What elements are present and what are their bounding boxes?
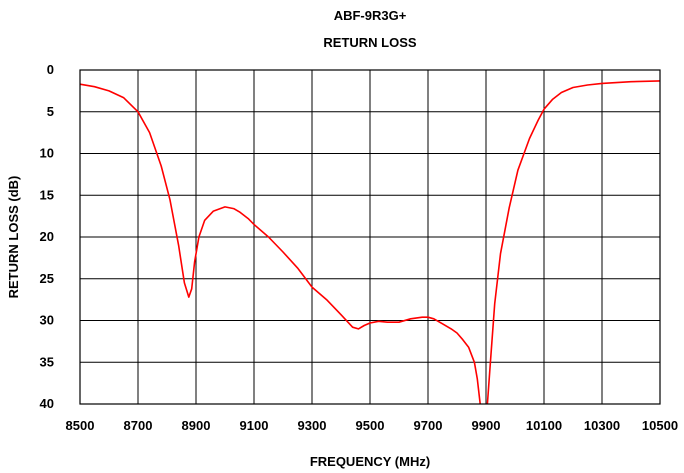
y-tick-label: 20: [40, 229, 54, 244]
y-tick-labels: 0 5 10 15 20 25 30 35 40: [40, 62, 54, 411]
x-tick-label: 8500: [66, 418, 95, 433]
y-tick-label: 25: [40, 271, 54, 286]
x-tick-label: 9500: [356, 418, 385, 433]
x-axis-label: FREQUENCY (MHz): [310, 454, 430, 469]
x-tick-label: 9900: [472, 418, 501, 433]
series-group: [79, 80, 661, 405]
grid-lines: [80, 70, 660, 404]
chart-subtitle: RETURN LOSS: [323, 35, 417, 50]
y-tick-label: 35: [40, 354, 54, 369]
y-axis-label: RETURN LOSS (dB): [6, 176, 21, 299]
y-tick-label: 15: [40, 187, 54, 202]
x-tick-labels: 8500 8700 8900 9100 9300 9500 9700 9900 10100 103…: [66, 418, 679, 433]
y-tick-label: 0: [47, 62, 54, 77]
x-tick-label: 8900: [182, 418, 211, 433]
x-tick-label: 10300: [584, 418, 620, 433]
y-tick-label: 30: [40, 313, 54, 328]
y-tick-label: 10: [40, 146, 54, 161]
x-tick-label: 9300: [298, 418, 327, 433]
x-tick-label: 10100: [526, 418, 562, 433]
x-tick-label: 9700: [414, 418, 443, 433]
x-tick-label: 10500: [642, 418, 678, 433]
plot-area-frame: [79, 69, 661, 405]
y-tick-label: 5: [47, 104, 54, 119]
y-tick-label: 40: [40, 396, 54, 411]
series-line-1: [79, 83, 481, 405]
x-tick-label: 9100: [240, 418, 269, 433]
chart-title: ABF-9R3G+: [334, 8, 407, 23]
x-tick-label: 8700: [124, 418, 153, 433]
series-line-2: [486, 80, 661, 405]
